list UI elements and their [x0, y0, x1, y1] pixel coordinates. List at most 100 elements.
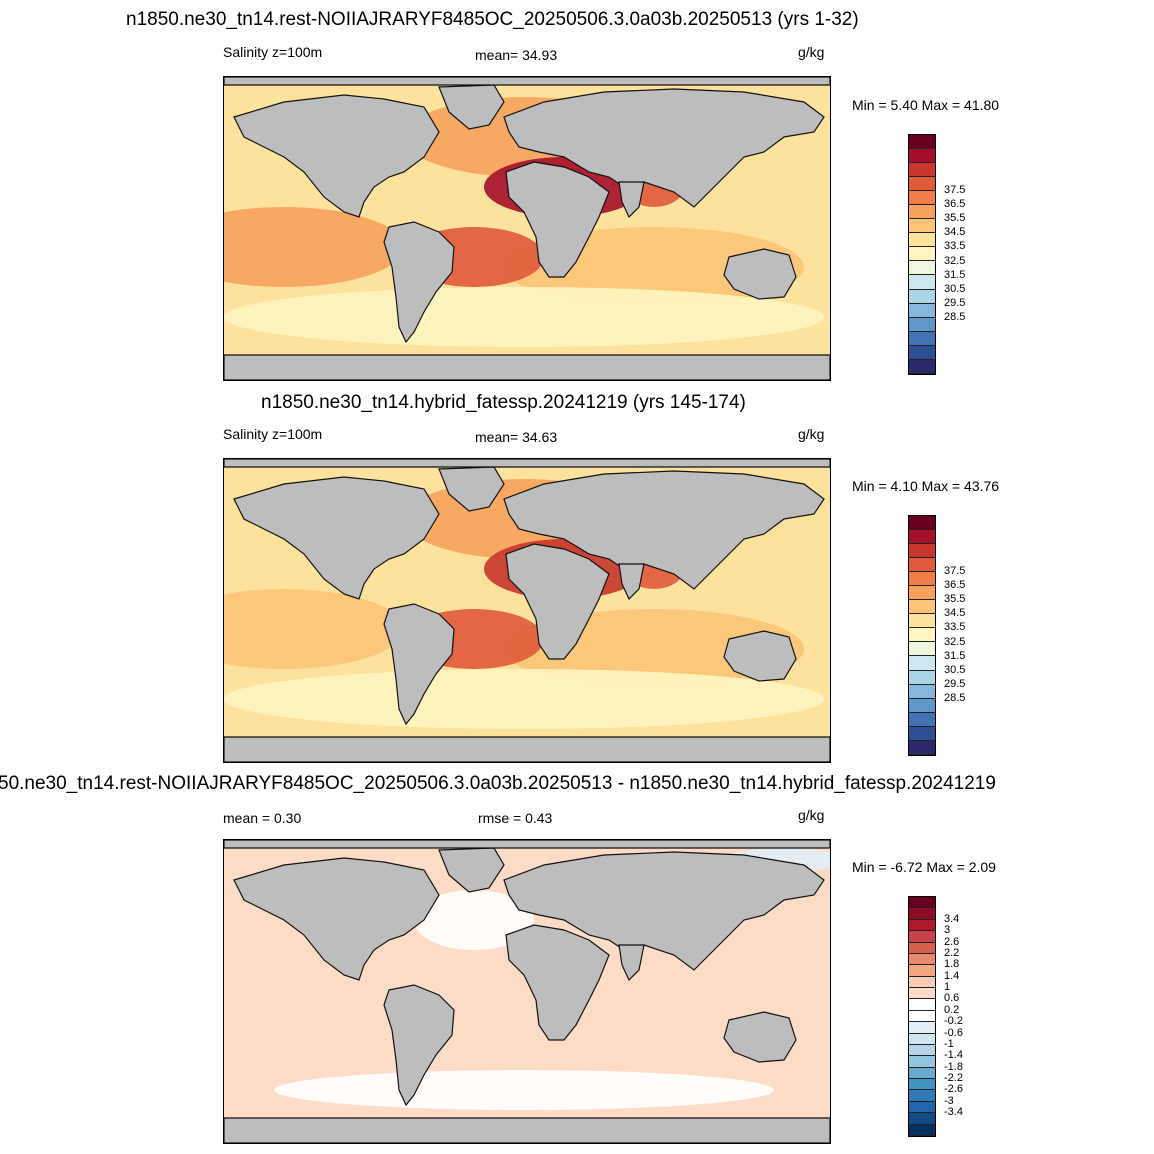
colorbar-swatch [909, 1079, 935, 1091]
colorbar-tick-label: 29.5 [944, 296, 966, 309]
panel3-title: 50.ne30_tn14.rest-NOIIAJRARYF8485OC_2025… [0, 773, 996, 794]
arctic-north-land [224, 840, 830, 849]
colorbar-swatch [909, 628, 935, 643]
australia-land [723, 248, 797, 300]
panel3-map [223, 839, 831, 1144]
colorbar-swatch [909, 1044, 935, 1057]
colorbar-tick-label: 3 [944, 924, 951, 937]
panel1-mean-label: mean= 34.93 [475, 47, 558, 63]
colorbar-swatch [909, 600, 935, 615]
eurasia-land [503, 851, 825, 971]
colorbar-swatch [909, 586, 935, 601]
colorbar-tick-label: 1 [944, 981, 951, 994]
colorbar-swatch [909, 942, 935, 954]
colorbar-tick-label: 33.5 [944, 240, 966, 253]
colorbar-tick-label: 33.5 [944, 621, 966, 634]
ocean-field-patch [274, 1070, 774, 1110]
colorbar-swatch [909, 177, 935, 192]
colorbar-swatch [909, 1033, 935, 1045]
colorbar-tick-label: 32.5 [944, 635, 966, 648]
colorbar-tick-label: -1 [944, 1037, 954, 1050]
colorbar-tick-label: -2.6 [944, 1083, 963, 1096]
panel2-title: n1850.ne30_tn14.hybrid_fatessp.20241219 … [261, 392, 746, 413]
colorbar-swatch [909, 931, 935, 943]
colorbar-swatch [909, 261, 935, 276]
north-america-land [233, 857, 440, 981]
colorbar-swatch [909, 1101, 935, 1114]
colorbar-tick-label: 28.5 [944, 310, 966, 323]
australia-land [723, 630, 797, 682]
colorbar-tick-label: 31.5 [944, 649, 966, 662]
antarctica-land [224, 736, 830, 762]
colorbar-tick-label: 3.4 [944, 912, 960, 925]
colorbar-swatch [909, 698, 935, 713]
colorbar-tick-label: 35.5 [944, 593, 966, 606]
colorbar-swatch [909, 988, 935, 1000]
colorbar-swatch [909, 163, 935, 178]
colorbar-swatch [909, 740, 935, 755]
panel1-title: n1850.ne30_tn14.rest-NOIIAJRARYF8485OC_2… [126, 9, 859, 30]
ocean-field-patch [224, 669, 824, 729]
colorbar-swatch [909, 614, 935, 629]
colorbar-swatch [909, 359, 935, 374]
panel2-map [223, 458, 831, 763]
colorbar-tick-label: 30.5 [944, 282, 966, 295]
colorbar-swatch [909, 1067, 935, 1079]
colorbar-swatch [909, 1113, 935, 1125]
colorbar-swatch [909, 205, 935, 220]
africa-land [505, 924, 610, 1041]
colorbar-swatch [909, 908, 935, 920]
colorbar-swatch [909, 317, 935, 332]
colorbar-tick-label: -1.4 [944, 1049, 963, 1062]
colorbar-tick-label: 2.6 [944, 935, 960, 948]
colorbar-swatch [909, 233, 935, 248]
colorbar-swatch [909, 684, 935, 699]
south-america-land [383, 984, 455, 1107]
colorbar-swatch [909, 1090, 935, 1102]
ocean-field-patch [224, 207, 404, 287]
colorbar-swatch [909, 999, 935, 1011]
panel3-minmax: Min = -6.72 Max = 2.09 [852, 859, 996, 875]
india-land [618, 944, 645, 982]
arctic-north-land [224, 459, 830, 468]
colorbar-swatch [909, 712, 935, 727]
australia-land [723, 1011, 797, 1063]
panel1-minmax: Min = 5.40 Max = 41.80 [852, 97, 1000, 113]
panel3-mean-label: mean = 0.30 [223, 810, 302, 826]
ocean-field-patch [224, 589, 404, 669]
colorbar-tick-label: -0.2 [944, 1015, 963, 1028]
colorbar-swatch [909, 976, 935, 988]
panel2-minmax: Min = 4.10 Max = 43.76 [852, 478, 1000, 494]
colorbar-swatch [909, 1056, 935, 1068]
colorbar-tick-label: 28.5 [944, 691, 966, 704]
map-svg [224, 840, 830, 1143]
india-land [618, 181, 645, 219]
arctic-north-land [224, 77, 830, 86]
colorbar-tick-label: -3 [944, 1094, 954, 1107]
panel1-units: g/kg [798, 44, 825, 60]
colorbar-swatch [909, 275, 935, 290]
map-svg [224, 459, 830, 762]
antarctica-land [224, 1117, 830, 1143]
map-svg [224, 77, 830, 380]
antarctica-land [224, 354, 830, 380]
panel2-units: g/kg [798, 426, 825, 442]
colorbar-tick-label: 36.5 [944, 198, 966, 211]
south-america-land [383, 603, 455, 726]
colorbar-tick-label: 37.5 [944, 565, 966, 578]
panel3-colorbar [908, 896, 936, 1137]
panel2-mean-label: mean= 34.63 [475, 429, 558, 445]
colorbar-swatch [909, 965, 935, 977]
panel3-units: g/kg [798, 807, 825, 823]
south-america-land [383, 221, 455, 344]
colorbar-swatch [909, 656, 935, 671]
colorbar-tick-label: 37.5 [944, 184, 966, 197]
colorbar-swatch [909, 289, 935, 304]
colorbar-swatch [909, 331, 935, 346]
colorbar-swatch [909, 219, 935, 234]
africa-land [505, 161, 610, 278]
ocean-field-patch [224, 287, 824, 347]
colorbar-tick-label: 1.8 [944, 958, 960, 971]
colorbar-tick-label: 0.2 [944, 1003, 960, 1016]
colorbar-swatch [909, 1022, 935, 1034]
